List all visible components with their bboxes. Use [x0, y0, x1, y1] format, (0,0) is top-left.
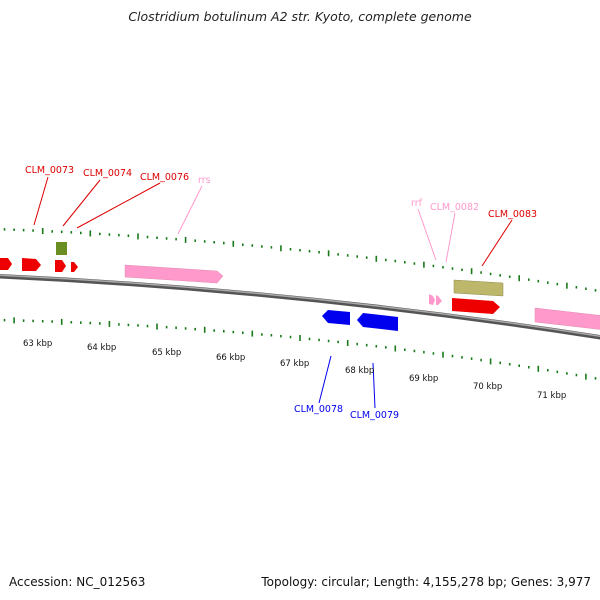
reverse-tick-track: [3, 317, 597, 380]
gene-clm0082-arrow[interactable]: [436, 295, 442, 305]
gene-label[interactable]: CLM_0082: [430, 202, 479, 213]
gene-rrs-arrow[interactable]: [124, 264, 224, 284]
forward-tick-track: [3, 228, 597, 292]
gene-cds-arrow[interactable]: [71, 262, 78, 272]
gene-cds-arrow[interactable]: [55, 260, 66, 272]
gene-label[interactable]: CLM_0079: [350, 410, 399, 421]
gene-label[interactable]: CLM_0083: [488, 209, 537, 220]
gene-label[interactable]: CLM_0074: [83, 168, 132, 179]
kbp-label: 63 kbp: [23, 339, 52, 349]
genome-title: Clostridium botulinum A2 str. Kyoto, com…: [128, 9, 472, 24]
reverse-feature-track: [322, 310, 398, 331]
gene-rrf-arrow[interactable]: [429, 294, 435, 305]
kbp-label: 70 kbp: [473, 382, 502, 392]
gene-rrna-arrow[interactable]: [534, 307, 600, 330]
gene-clm0083-arrow[interactable]: [452, 298, 500, 314]
genome-backbone: [0, 273, 600, 340]
gene-clm0078-arrow[interactable]: [322, 310, 350, 325]
gene-cds-arrow[interactable]: [22, 258, 41, 271]
kbp-label: 67 kbp: [280, 359, 309, 369]
kbp-labels: 63 kbp 64 kbp 65 kbp 66 kbp 67 kbp 68 kb…: [23, 339, 566, 401]
label-leader-lines: [33, 176, 513, 409]
gene-labels: CLM_0073 CLM_0074 CLM_0076 rrs rrf CLM_0…: [25, 165, 537, 421]
kbp-label: 69 kbp: [409, 374, 438, 384]
kbp-label: 65 kbp: [152, 348, 181, 358]
forward-feature-track: [0, 242, 600, 330]
genome-stats-text: Topology: circular; Length: 4,155,278 bp…: [261, 575, 591, 589]
kbp-label: 64 kbp: [87, 343, 116, 353]
gene-clm0079-arrow[interactable]: [357, 313, 398, 331]
gene-label[interactable]: rrf: [411, 198, 423, 209]
gene-cds-arrow[interactable]: [0, 258, 12, 270]
gene-label[interactable]: CLM_0078: [294, 404, 343, 415]
kbp-label: 71 kbp: [537, 391, 566, 401]
gene-label[interactable]: rrs: [198, 175, 211, 186]
kbp-label: 68 kbp: [345, 366, 374, 376]
gene-label[interactable]: CLM_0073: [25, 165, 74, 176]
gene-other-feature[interactable]: [453, 279, 504, 297]
genome-backbone-highlight: [0, 274, 600, 337]
gene-label[interactable]: CLM_0076: [140, 172, 189, 183]
gene-misc-feature[interactable]: [56, 242, 67, 255]
accession-text: Accession: NC_012563: [9, 575, 146, 589]
kbp-label: 66 kbp: [216, 353, 245, 363]
